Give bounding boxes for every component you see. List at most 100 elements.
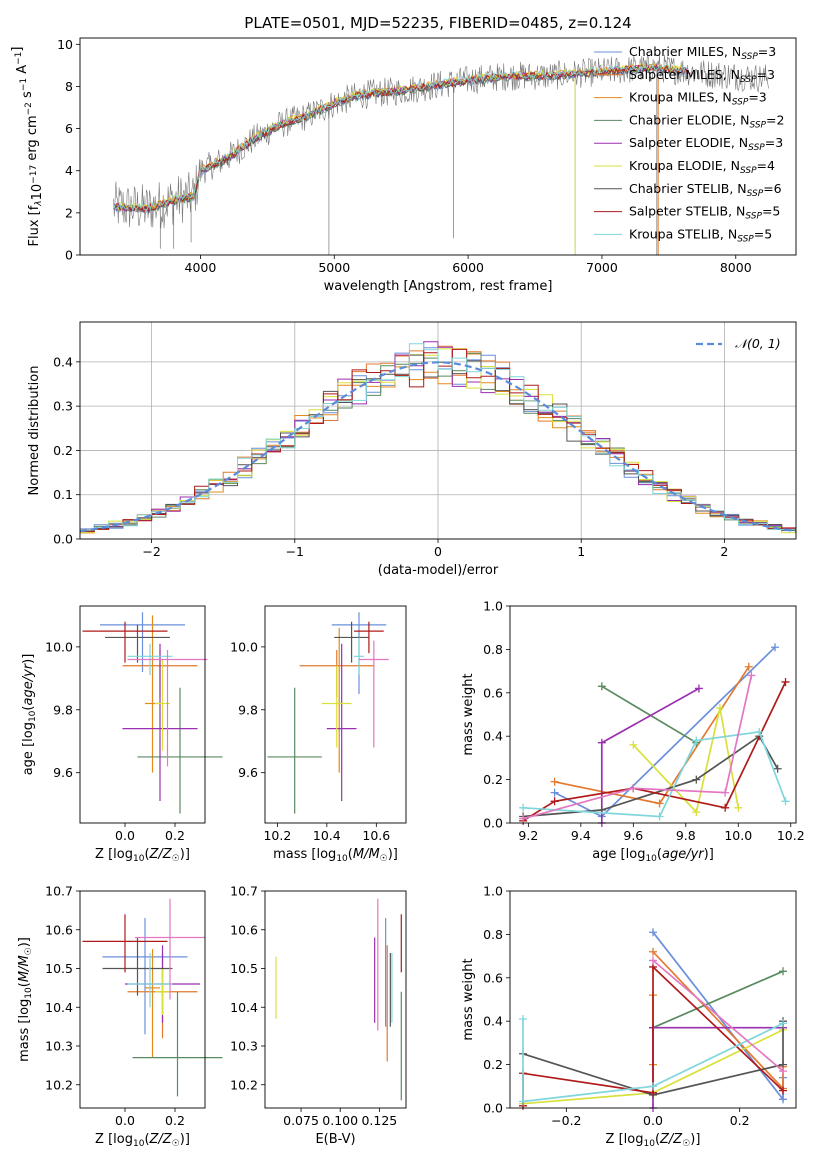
y-axis-label-part: ] xyxy=(10,47,25,52)
weight-marker xyxy=(692,808,701,817)
weight-marker xyxy=(747,671,756,680)
figure-title: PLATE=0501, MJD=52235, FIBERID=0485, z=0… xyxy=(244,14,631,32)
y-axis-label: age [log10(age/yr)] xyxy=(21,654,38,776)
legend-label-sub: SSP xyxy=(748,143,765,153)
data-point xyxy=(155,968,170,1015)
legend-label: Kroupa ELODIE, NSSP=4 xyxy=(629,158,775,176)
legend-label-text: Chabrier ELODIE, N xyxy=(629,112,749,127)
weight-marker xyxy=(692,736,701,745)
legend-label-tail: =3 xyxy=(758,44,776,59)
weight-series xyxy=(519,1015,787,1106)
data-point xyxy=(359,640,389,748)
y-tick-label: 10.2 xyxy=(45,1077,73,1092)
x-tick-label: 0 xyxy=(434,544,442,559)
data-point xyxy=(336,628,342,773)
y-tick-label: 10.6 xyxy=(45,922,73,937)
x-tick-label: −1 xyxy=(286,544,304,559)
weight-marker xyxy=(781,677,790,686)
axis-label-part: Z [log xyxy=(95,847,133,862)
axes-age-vs-mass: 10.2 10.4 10.6 9.6 9.8 10.0 mass [log10(M/M☉)] xyxy=(230,605,407,864)
axis-label-part: ( xyxy=(17,982,32,987)
legend-label-sub: SSP xyxy=(741,52,758,62)
weight-line xyxy=(554,666,750,805)
spectrum-lines xyxy=(113,54,769,255)
spectrum-data-line xyxy=(113,54,769,229)
x-tick-label: 5000 xyxy=(318,260,350,275)
y-axis-label-part: Flux [f xyxy=(27,205,42,246)
axes-frame xyxy=(79,37,797,256)
legend-label-text: Chabrier MILES, N xyxy=(629,44,741,59)
legend-label: Salpeter ELODIE, NSSP=3 xyxy=(629,135,783,153)
spectrum-model-line xyxy=(113,61,689,212)
x-tick-label: 6000 xyxy=(452,260,484,275)
weight-marker xyxy=(755,727,764,736)
weight-marker xyxy=(649,928,657,937)
axis-label-part: 10 xyxy=(28,710,38,722)
data-point xyxy=(82,621,168,663)
weight-marker xyxy=(692,775,701,784)
y-tick-label: 10.3 xyxy=(230,1039,258,1054)
weight-marker xyxy=(781,797,790,806)
axes-age-vs-Z: 0.0 0.29.69.810.0Z [log10(Z/Z☉)]age [log1… xyxy=(21,605,223,864)
axis-label-part: ☉ xyxy=(172,1139,180,1149)
axis-label-part: )] xyxy=(690,1132,700,1147)
weight-line xyxy=(554,646,776,818)
axis-label-part: ( xyxy=(657,847,662,862)
weight-line xyxy=(522,1021,784,1096)
legend-label-tail: =5 xyxy=(754,226,772,241)
legend-label-text: Salpeter ELODIE, N xyxy=(629,135,748,150)
data-point xyxy=(321,665,352,748)
y-tick-label: 0.4 xyxy=(483,1014,503,1029)
axes-frame xyxy=(264,605,407,824)
y-tick-label: 0.4 xyxy=(53,354,73,369)
axis-label-part: )] xyxy=(180,1132,190,1147)
axis-label-part: 10 xyxy=(24,987,34,999)
axis-label-part: ( xyxy=(21,706,36,711)
axis-label-part: ( xyxy=(144,847,149,862)
legend-label-sub: SSP xyxy=(740,75,757,85)
axis-label-part: mass [log xyxy=(273,847,336,862)
weight-marker xyxy=(597,738,606,747)
y-axis-label-part: λ xyxy=(34,200,44,206)
axes-frame xyxy=(264,890,407,1109)
x-tick-label: 10.6 xyxy=(362,828,390,843)
y-tick-label: 0.0 xyxy=(483,1101,503,1116)
axes-frame xyxy=(79,321,797,540)
weight-marker xyxy=(519,814,528,823)
legend-label-text: Salpeter MILES, N xyxy=(629,67,740,82)
weight-marker xyxy=(629,740,638,749)
y-tick-label: 0 xyxy=(65,248,73,263)
weight-series xyxy=(519,727,790,821)
data-point xyxy=(132,991,223,1097)
axis-label-part: age/yr xyxy=(21,662,36,705)
weight-line xyxy=(601,685,697,744)
y-tick-label: 8 xyxy=(65,79,73,94)
axis-label-part: age/yr xyxy=(662,847,705,862)
x-tick-label: −2 xyxy=(142,544,160,559)
x-tick-label: 10.0 xyxy=(724,828,752,843)
y-tick-label: 0.0 xyxy=(483,816,503,831)
axes-weight-vs-age: 9.2 9.4 9.6 9.8 10.0 10.2 0.0 0.2 0.4 0.6 0.8 1.0 ag… xyxy=(461,599,805,865)
legend-label-tail: =3 xyxy=(748,90,766,105)
data-point xyxy=(137,687,223,814)
y-tick-label: 0.8 xyxy=(483,927,503,942)
axis-label-part: ( xyxy=(655,1132,660,1147)
x-tick-label: 0.0 xyxy=(643,1113,663,1128)
legend-label: Kroupa STELIB, NSSP=5 xyxy=(629,226,772,244)
weight-marker xyxy=(779,1067,787,1076)
y-tick-label: 0.8 xyxy=(483,642,503,657)
weight-marker xyxy=(550,777,559,786)
axis-label-part: Z [log xyxy=(95,1132,133,1147)
axis-label-part: ☉ xyxy=(172,854,180,864)
axis-label-part: Z/Z xyxy=(149,847,173,862)
y-tick-label: 1.0 xyxy=(483,884,503,899)
weight-marker xyxy=(519,1097,527,1106)
legend-label-sub: SSP xyxy=(737,234,754,244)
legend-label-sub: SSP xyxy=(732,98,749,108)
weight-marker xyxy=(550,797,559,806)
data-point xyxy=(102,937,173,996)
y-tick-label: 9.8 xyxy=(238,702,258,717)
data-point xyxy=(122,643,198,801)
weight-marker xyxy=(715,703,724,712)
